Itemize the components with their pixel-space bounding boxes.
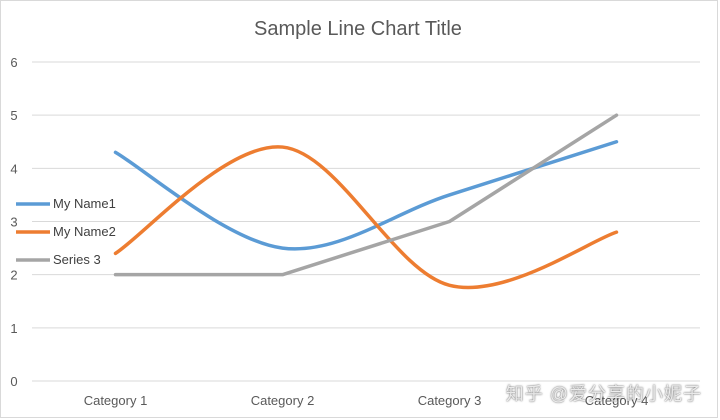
legend-item: My Name2 [16, 224, 116, 239]
gridlines [32, 61, 700, 382]
y-tick-label: 5 [10, 108, 17, 123]
x-tick-label: Category 2 [251, 393, 315, 408]
chart-title: Sample Line Chart Title [254, 18, 462, 40]
series-line [113, 145, 619, 290]
x-axis-ticks: Category 1 Category 2 Category 3 Category 4 [84, 393, 649, 408]
x-tick-label: Category 3 [418, 393, 482, 408]
y-tick-label: 4 [10, 161, 17, 176]
series-1 [113, 140, 619, 251]
legend: My Name1 My Name2 Series 3 [16, 196, 116, 267]
x-tick-label: Category 1 [84, 393, 148, 408]
series-line [113, 140, 619, 251]
legend-item: My Name1 [16, 196, 116, 211]
y-tick-label: 6 [10, 55, 17, 70]
series-3 [113, 113, 619, 277]
series-line [113, 113, 619, 277]
legend-label: My Name1 [53, 196, 116, 211]
y-tick-label: 2 [10, 268, 17, 283]
y-tick-label: 3 [10, 215, 17, 230]
y-tick-label: 0 [10, 374, 17, 389]
series-2 [113, 145, 619, 290]
y-tick-label: 1 [10, 321, 17, 336]
x-tick-label: Category 4 [585, 393, 649, 408]
series-lines [113, 113, 619, 290]
watermark: 知乎 @爱分享的小妮子 [505, 384, 702, 404]
legend-item: Series 3 [16, 252, 101, 267]
y-axis-ticks: 0 1 2 3 4 5 6 [10, 55, 17, 389]
legend-label: Series 3 [53, 252, 101, 267]
legend-label: My Name2 [53, 224, 116, 239]
